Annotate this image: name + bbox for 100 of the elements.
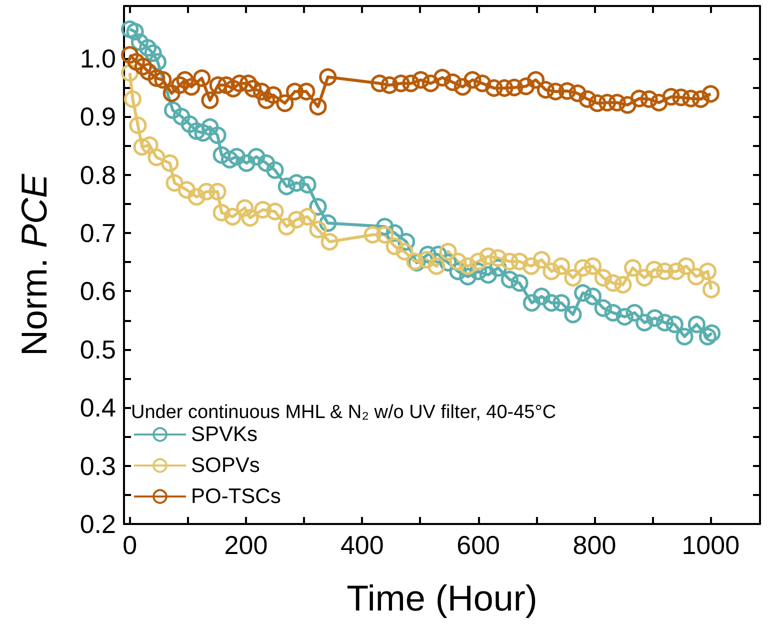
point	[434, 68, 452, 86]
y-axis-title: Norm. PCE	[14, 173, 54, 356]
point	[162, 84, 180, 102]
point	[698, 328, 717, 346]
point	[422, 74, 440, 92]
point	[489, 249, 507, 267]
y-tick-label: 0.9	[80, 102, 116, 132]
x-tick-label: 800	[572, 530, 616, 560]
point	[194, 124, 212, 142]
point	[140, 62, 158, 81]
y-tick-label: 0.2	[80, 509, 116, 539]
point	[264, 86, 282, 104]
point	[288, 174, 306, 192]
point	[258, 154, 276, 172]
point	[594, 299, 612, 317]
point	[640, 90, 658, 108]
y-tick-label: 0.4	[80, 392, 116, 423]
point	[666, 316, 684, 334]
point	[198, 182, 216, 200]
point	[574, 259, 592, 277]
point	[479, 266, 497, 284]
point	[454, 78, 472, 96]
point	[258, 91, 276, 110]
point	[276, 94, 294, 112]
point	[594, 269, 612, 287]
point	[154, 71, 172, 89]
point	[176, 71, 194, 89]
point	[646, 309, 664, 327]
point	[636, 269, 654, 287]
point	[662, 88, 680, 106]
point	[254, 200, 272, 219]
point	[604, 274, 622, 292]
point	[532, 250, 550, 269]
point	[703, 324, 721, 342]
point	[536, 81, 554, 99]
point	[542, 262, 560, 280]
point	[532, 288, 550, 306]
point	[626, 304, 644, 322]
point	[288, 210, 306, 228]
point	[444, 73, 462, 92]
point	[546, 82, 564, 100]
point	[209, 76, 227, 94]
point	[636, 314, 654, 332]
point	[522, 257, 540, 275]
point	[121, 46, 139, 64]
point	[672, 88, 690, 106]
point	[127, 53, 145, 71]
point	[133, 138, 151, 156]
point	[298, 176, 316, 194]
point	[212, 204, 230, 222]
point	[630, 90, 648, 108]
point	[124, 90, 142, 108]
point	[178, 181, 196, 199]
point	[510, 252, 528, 270]
point	[236, 199, 254, 217]
point	[439, 242, 457, 260]
point	[479, 247, 497, 266]
point	[616, 308, 634, 326]
x-tick-label: 200	[224, 530, 268, 560]
point	[238, 154, 256, 172]
point	[266, 202, 284, 220]
point	[164, 101, 182, 119]
point	[166, 174, 184, 192]
x-axis-title: Time (Hour)	[346, 578, 538, 618]
point	[522, 294, 541, 312]
point	[485, 79, 503, 97]
point	[224, 208, 242, 226]
point	[656, 262, 674, 280]
point	[134, 58, 152, 76]
point	[129, 116, 147, 134]
point	[428, 257, 446, 275]
point	[309, 220, 327, 238]
point	[608, 94, 626, 112]
point	[646, 260, 664, 278]
point	[687, 268, 705, 286]
point	[217, 76, 236, 94]
point	[584, 288, 602, 306]
point	[668, 262, 686, 280]
point	[682, 90, 700, 108]
legend-label: PO-TSCs	[191, 485, 281, 508]
point	[148, 69, 166, 87]
point	[161, 154, 179, 172]
y-tick-label: 0.7	[80, 218, 116, 248]
point	[224, 80, 242, 98]
point	[614, 276, 632, 294]
point	[121, 20, 139, 38]
point	[412, 71, 430, 89]
point	[148, 148, 166, 166]
y-tick-label: 0.3	[80, 450, 116, 481]
point	[692, 90, 710, 108]
x-tick-label: 0	[122, 530, 138, 560]
point	[208, 126, 226, 144]
point	[510, 274, 528, 292]
point	[558, 82, 576, 100]
point	[574, 284, 592, 302]
point	[201, 91, 219, 110]
point	[618, 96, 636, 114]
point	[527, 71, 545, 89]
point	[506, 78, 524, 96]
x-tick-label: 400	[340, 530, 384, 560]
